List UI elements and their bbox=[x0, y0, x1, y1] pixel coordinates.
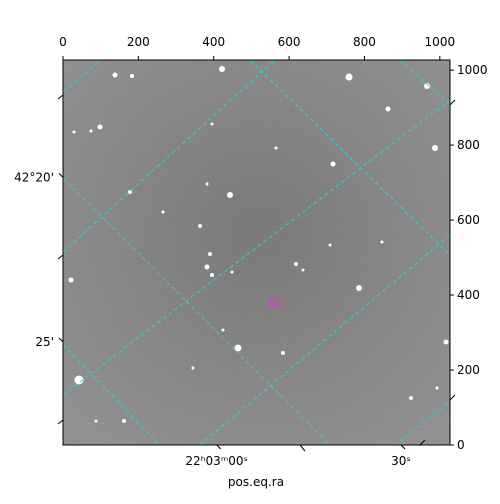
frame bbox=[62, 59, 451, 446]
target-marker bbox=[269, 298, 279, 308]
y-tick-label: 1000 bbox=[457, 63, 488, 77]
x-tick-label: 200 bbox=[127, 35, 150, 49]
ra-tick-label: 22ʰ03ᵐ00ˢ bbox=[185, 454, 248, 468]
x-axis-label: pos.eq.ra bbox=[228, 475, 284, 489]
y-tick-label: 600 bbox=[457, 213, 480, 227]
y-tick-label: 200 bbox=[457, 363, 480, 377]
grid-ticks bbox=[57, 94, 456, 452]
ra-tick-label: 30ˢ bbox=[391, 454, 411, 468]
x-tick-label: 800 bbox=[353, 35, 376, 49]
y-tick-label: 400 bbox=[457, 288, 480, 302]
x-tick-label: 1000 bbox=[425, 35, 456, 49]
dec-tick bbox=[58, 172, 64, 178]
x-tick-label: 600 bbox=[278, 35, 301, 49]
coordinate-grid bbox=[63, 60, 450, 445]
sky-image bbox=[63, 60, 450, 445]
dec-tick-label: 25' bbox=[35, 335, 54, 349]
dec-tick bbox=[58, 337, 64, 343]
y-tick-label: 800 bbox=[457, 138, 480, 152]
x-tick-label: 0 bbox=[59, 35, 67, 49]
dec-tick-label: 42°20' bbox=[14, 170, 54, 184]
ra-tick bbox=[216, 444, 222, 450]
ra-tick bbox=[400, 444, 406, 450]
x-tick-label: 400 bbox=[202, 35, 225, 49]
y-tick-label: 0 bbox=[457, 438, 465, 452]
stars bbox=[68, 66, 449, 423]
